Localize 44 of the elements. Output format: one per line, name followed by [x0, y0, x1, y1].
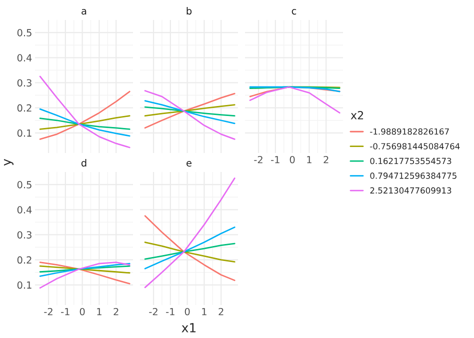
x-tick-label: -2: [254, 156, 262, 164]
y-tick-label: 0.3: [17, 79, 32, 87]
x-tick-label: -2: [149, 308, 158, 316]
chart-title: c: [292, 9, 296, 15]
x-tick-label: 2: [218, 308, 224, 316]
x-tick-label: -1: [271, 156, 280, 164]
x-tick-label: 1: [307, 156, 312, 164]
line-series: [39, 90, 130, 140]
chart-title: a: [82, 9, 86, 15]
chart-title: d: [81, 159, 86, 167]
line-series: [39, 262, 130, 277]
y-tick-label: 0.2: [17, 104, 32, 112]
y-tick-label: 0.5: [17, 181, 32, 188]
y-tick-label: 0.3: [17, 231, 32, 239]
legend-title: x2: [350, 110, 364, 120]
x-tick-label: 0: [290, 156, 295, 164]
line-series: [39, 262, 130, 289]
legend-label: -0.756981445084764: [370, 143, 460, 150]
y-tick-label: 0.4: [17, 206, 32, 214]
x-tick-label: 0: [80, 308, 85, 316]
x-tick-label: -1: [61, 308, 70, 316]
y-tick-label: 0.1: [17, 129, 32, 137]
line-series: [39, 76, 130, 148]
legend-label: 2.52130477609913: [370, 187, 452, 194]
x-tick-label: 1: [202, 308, 206, 316]
legend-label: 0.794712596384775: [370, 172, 456, 179]
y-axis-title: y: [4, 158, 14, 166]
x-tick-label: -1: [166, 308, 174, 316]
chart-title: e: [186, 161, 192, 167]
legend-label: 0.16217753554573: [370, 158, 452, 164]
y-tick-label: 0.4: [17, 54, 32, 62]
x-tick-label: 2: [114, 308, 118, 316]
x-tick-label: -2: [44, 308, 52, 316]
line-series: [39, 262, 130, 284]
line-series: [39, 108, 130, 137]
x-tick-label: 2: [324, 156, 328, 164]
x-tick-label: 0: [184, 308, 190, 316]
x-axis-title: x1: [182, 323, 196, 332]
x-tick-label: 1: [97, 308, 102, 316]
chart-title: b: [186, 7, 192, 15]
y-tick-label: 0.2: [17, 256, 32, 264]
y-tick-label: 0.5: [17, 29, 32, 36]
legend-label: -1.9889182826167: [370, 128, 449, 135]
y-tick-label: 0.1: [17, 281, 32, 289]
